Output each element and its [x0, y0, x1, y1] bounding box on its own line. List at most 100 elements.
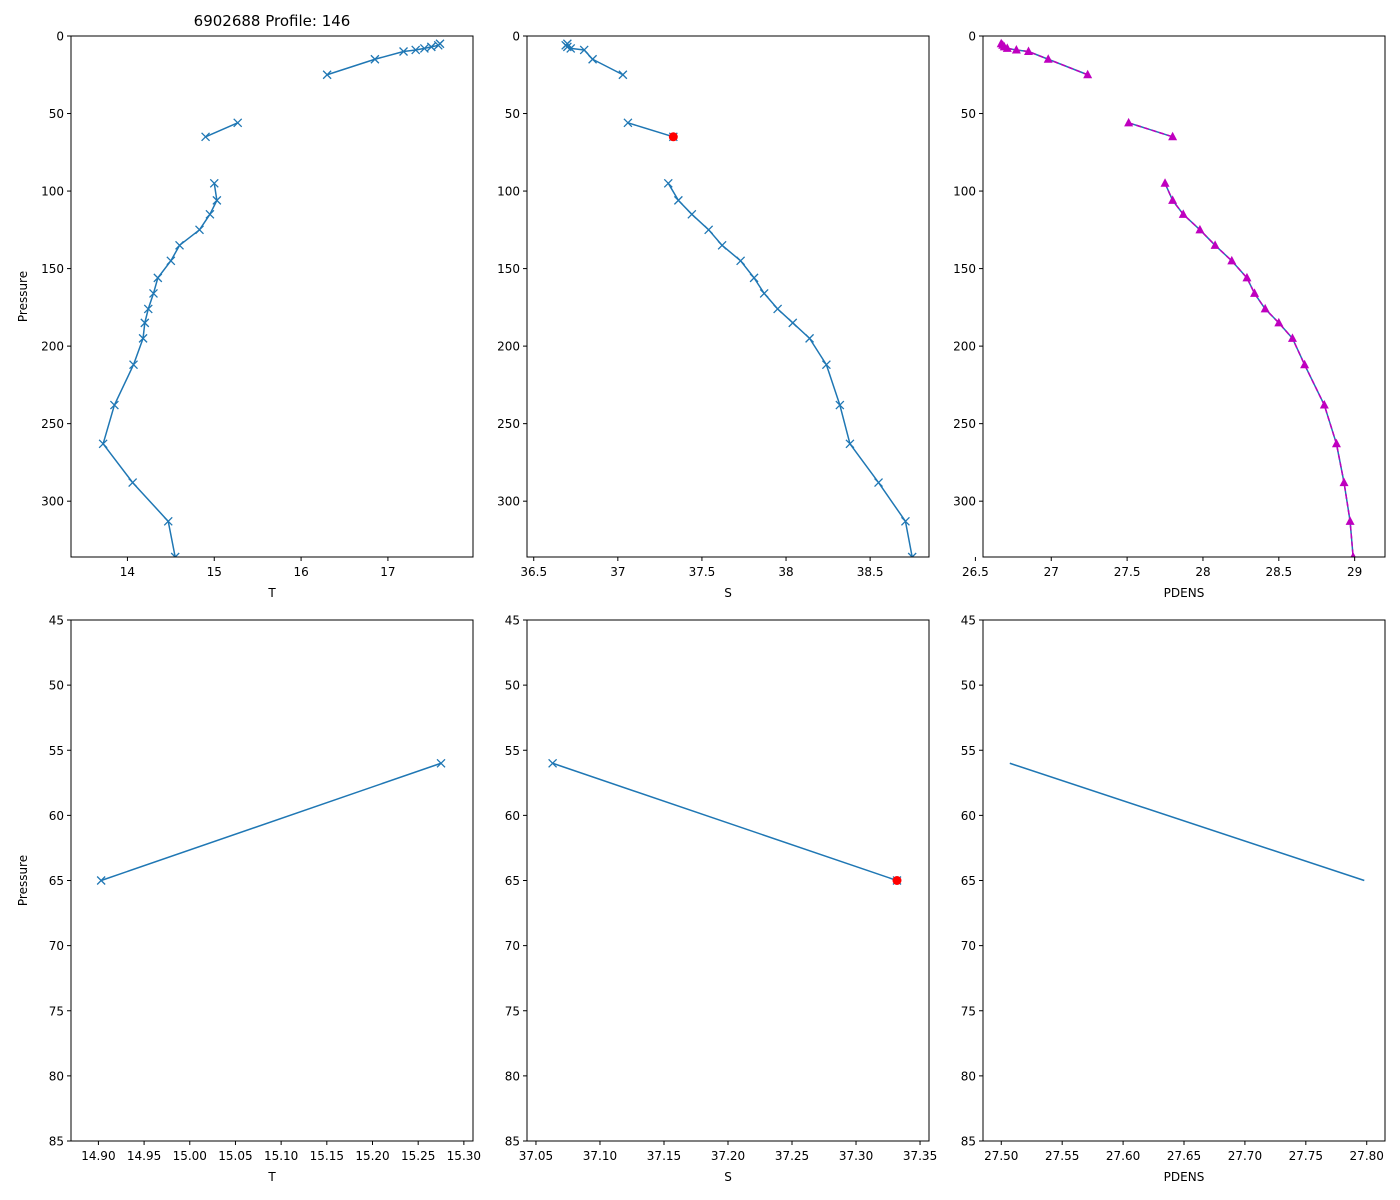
axes-frame-bot-t [70, 619, 474, 1142]
data-point [436, 758, 446, 768]
overlay-line-top-pdens-2 [1164, 183, 1354, 557]
x-tick-label: 27.5 [1114, 565, 1141, 579]
data-point [788, 318, 798, 328]
series-line-top-s-0 [564, 43, 624, 76]
y-tick-label: 250 [953, 417, 976, 431]
data-point [166, 256, 176, 266]
y-tick-label: 200 [497, 340, 520, 354]
data-point [874, 478, 883, 488]
subplot-top-s: 36.5 37 37.5 38 38.5 0 50 100 150 200 250 300 S [497, 30, 930, 600]
x-tick-label: 14.90 [81, 1149, 115, 1163]
x-tick-label: 37.05 [519, 1149, 553, 1163]
x-tick-label: 37.10 [583, 1149, 617, 1163]
data-point [900, 516, 910, 526]
data-point [579, 45, 589, 55]
x-tick-label: 14 [120, 565, 135, 579]
y-tick-label: 45 [49, 614, 64, 628]
x-tick-label: 38 [778, 565, 793, 579]
series-line-top-s-2 [667, 182, 913, 557]
y-tick-label: 65 [49, 874, 64, 888]
data-point [704, 225, 714, 235]
y-tick-label: 65 [505, 874, 520, 888]
data-point [1350, 552, 1356, 557]
x-tick-label: 36.5 [520, 565, 547, 579]
x-tick-label: 27.65 [1167, 1149, 1201, 1163]
data-point [153, 273, 163, 283]
subplot-top-t: 14 15 16 17 0 50 100 150 200 250 300 T Pressure [16, 30, 474, 600]
data-point [1195, 224, 1205, 234]
y-tick-label: 300 [41, 495, 64, 509]
x-axis-label: PDENS [1164, 1170, 1205, 1184]
y-tick-label: 55 [505, 744, 520, 758]
data-point [322, 70, 332, 80]
series-line-top-t-2 [102, 183, 218, 557]
subplot-bot-s: 37.05 37.10 37.15 37.20 37.25 37.30 37.35 45 50 5… [505, 614, 937, 1185]
x-axis-label: T [267, 586, 276, 600]
y-tick-label: 0 [968, 30, 976, 44]
x-tick-label: 27.75 [1289, 1149, 1323, 1163]
data-point [149, 288, 158, 298]
axes-frame-bot-pdens [982, 619, 1386, 1142]
data-point [1300, 359, 1310, 369]
plot-area-top-t [98, 39, 445, 557]
x-tick-label: 37.20 [711, 1149, 745, 1163]
data-point [588, 54, 598, 64]
flag-point [668, 132, 678, 142]
x-tick-label: 15.00 [173, 1149, 207, 1163]
x-tick-label: 27.80 [1350, 1149, 1384, 1163]
x-tick-label: 15.10 [264, 1149, 298, 1163]
data-point [548, 758, 558, 768]
data-point [426, 42, 436, 52]
x-tick-label: 37.35 [903, 1149, 937, 1163]
y-axis-label: Pressure [16, 855, 30, 906]
data-point [419, 43, 429, 53]
data-point [1331, 438, 1341, 448]
data-point [1024, 46, 1034, 56]
data-point [175, 240, 184, 250]
data-point [411, 45, 421, 55]
x-tick-label: 38.5 [857, 565, 884, 579]
plot-area-top-s [561, 39, 917, 557]
data-point [1043, 54, 1053, 63]
data-point [1168, 131, 1178, 141]
plot-area-bot-pdens [1009, 762, 1365, 882]
data-point [205, 209, 215, 219]
x-tick-label: 27.55 [1045, 1149, 1079, 1163]
x-tick-label: 15 [207, 565, 222, 579]
series-line-bot-pdens-0 [1009, 762, 1365, 882]
y-tick-label: 0 [56, 30, 64, 44]
series-line-top-pdens-2 [1164, 183, 1354, 557]
data-point [773, 304, 783, 314]
y-tick-label: 50 [505, 107, 520, 121]
data-point [736, 256, 746, 266]
data-point [1274, 317, 1284, 327]
data-point [399, 47, 408, 56]
x-tick-label: 27.60 [1106, 1149, 1140, 1163]
data-point [687, 209, 697, 219]
data-point [96, 876, 106, 885]
data-point [1250, 288, 1260, 297]
y-tick-label: 100 [953, 185, 976, 199]
data-point [673, 195, 683, 205]
data-point [433, 40, 443, 50]
data-point [163, 516, 173, 526]
data-point [1345, 516, 1355, 525]
y-tick-label: 150 [497, 262, 520, 276]
data-point [907, 552, 917, 557]
x-axis-label: S [724, 1170, 732, 1184]
data-point [1124, 117, 1134, 127]
x-axis-label: PDENS [1164, 586, 1205, 600]
y-tick-label: 85 [49, 1135, 64, 1149]
x-tick-label: 27.70 [1228, 1149, 1262, 1163]
y-tick-label: 45 [961, 614, 976, 628]
y-tick-label: 0 [512, 30, 520, 44]
x-tick-label: 15.20 [355, 1149, 389, 1163]
x-tick-label: 28.5 [1265, 565, 1292, 579]
data-point [1178, 209, 1188, 218]
y-tick-label: 100 [497, 185, 520, 199]
y-tick-label: 200 [41, 340, 64, 354]
y-tick-label: 70 [505, 939, 520, 953]
plot-area-top-pdens [996, 38, 1356, 557]
subplot-bot-t: 14.90 14.95 15.00 15.05 15.10 15.15 15.20 15.25… [16, 614, 481, 1185]
x-tick-label: 37 [610, 565, 625, 579]
